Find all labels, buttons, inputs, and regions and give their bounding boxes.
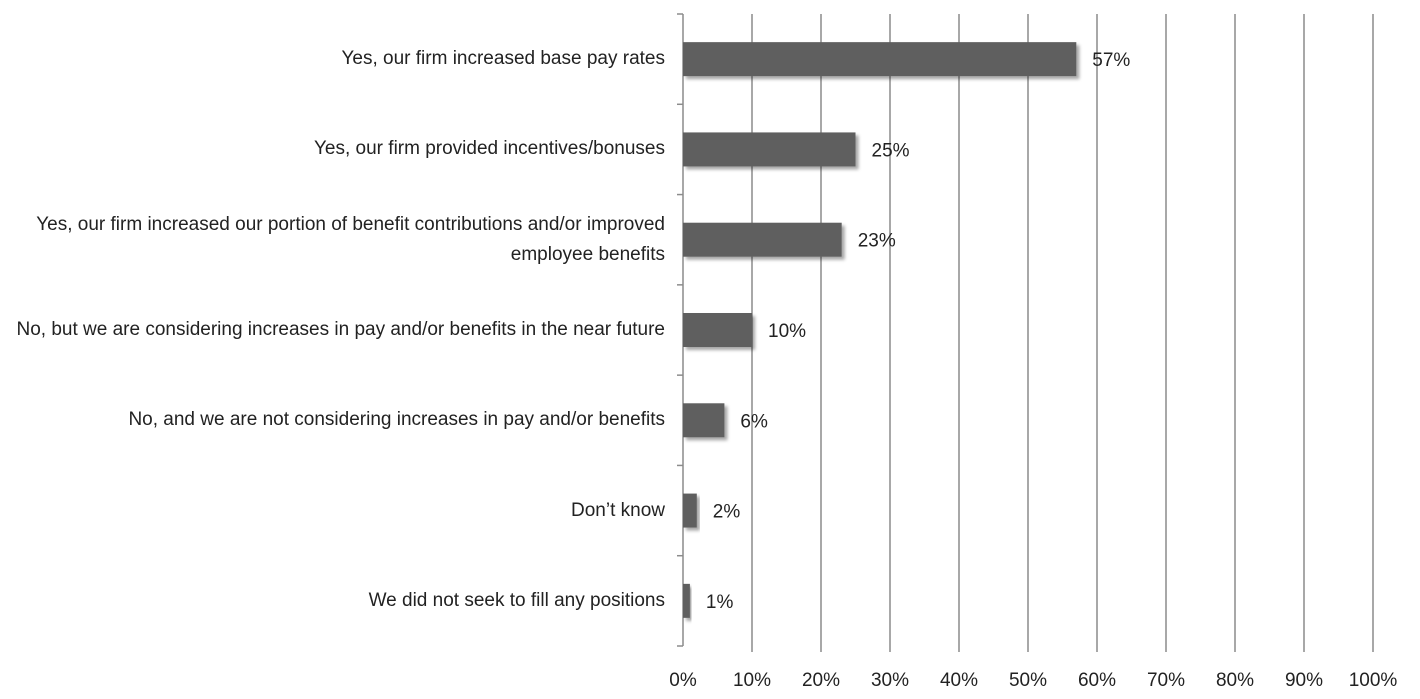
x-tick-labels: 0% 10% 20% 30% 40% 50% 60% 70% 80% 90% 100%	[669, 670, 1397, 691]
value-label: 2%	[713, 502, 741, 523]
gridlines	[751, 14, 1374, 652]
bar	[683, 222, 842, 257]
category-label: We did not seek to fill any positions	[368, 589, 665, 611]
value-labels: 57% 25% 23% 10% 6% 2% 1%	[706, 50, 1131, 613]
value-label: 25%	[872, 140, 910, 161]
bar	[683, 403, 725, 438]
value-label: 10%	[768, 321, 806, 342]
x-tick-label: 60%	[1078, 670, 1116, 691]
axes	[677, 13, 684, 647]
x-tick-label: 40%	[940, 670, 978, 691]
bar	[683, 583, 690, 618]
bar	[683, 493, 697, 528]
value-label: 6%	[740, 411, 768, 432]
x-tick-label: 20%	[802, 670, 840, 691]
x-tick-label: 0%	[669, 670, 697, 691]
category-label: No, but we are considering increases in …	[16, 319, 666, 340]
category-label: Yes, our firm increased our portion of b…	[36, 213, 665, 265]
x-tick-label: 100%	[1349, 670, 1398, 691]
x-tick-label: 50%	[1009, 670, 1047, 691]
x-tick-label: 70%	[1147, 670, 1185, 691]
x-tick-label: 90%	[1285, 670, 1323, 691]
bar	[683, 42, 1077, 77]
x-tick-label: 30%	[871, 670, 909, 691]
bar	[683, 132, 856, 167]
value-label: 1%	[706, 592, 734, 613]
x-tick-label: 10%	[733, 670, 771, 691]
category-label: No, and we are not considering increases…	[128, 409, 665, 431]
category-label: Don’t know	[571, 499, 665, 521]
value-label: 57%	[1092, 50, 1130, 71]
category-label: Yes, our firm increased base pay rates	[341, 48, 665, 70]
bar	[683, 313, 752, 347]
value-label: 23%	[858, 231, 896, 252]
category-label: Yes, our firm provided incentives/bonuse…	[314, 138, 665, 160]
bars	[683, 42, 1077, 618]
x-tick-label: 80%	[1216, 670, 1254, 691]
